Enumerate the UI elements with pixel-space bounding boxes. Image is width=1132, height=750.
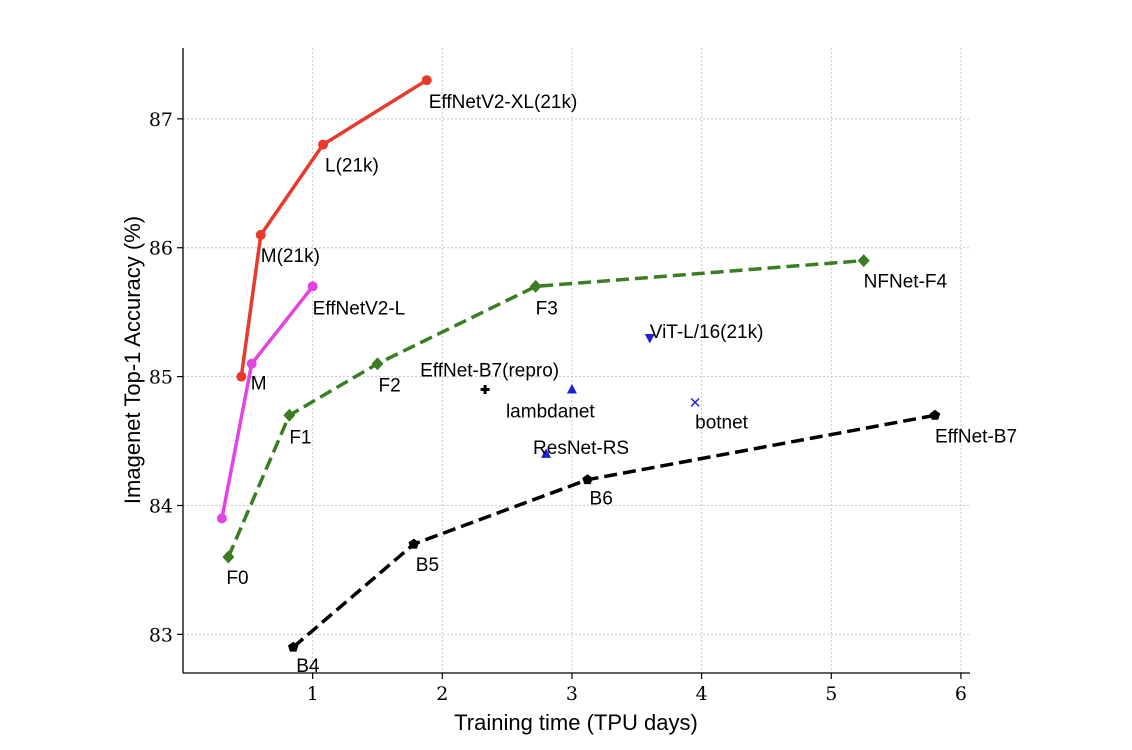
- point-label-lambdanet: lambdanet: [506, 401, 595, 422]
- data-point-botnet: [690, 397, 700, 407]
- point-label-m: M: [251, 374, 267, 395]
- point-label-effnetv2-l: EffNetV2-L: [313, 298, 406, 319]
- data-point-nfnet-f4: [371, 357, 384, 371]
- data-point-nfnet-f4: [529, 279, 542, 293]
- series-line-effnet-b7: [292, 413, 936, 649]
- data-point-effnet-b7: [582, 474, 593, 485]
- data-point-effnetv2-xl-21k: [255, 229, 266, 240]
- x-tick-label: 1: [307, 683, 319, 705]
- point-label-nfnet-f4: NFNet-F4: [864, 272, 948, 293]
- data-point-effnetv2-xl-21k: [421, 75, 432, 86]
- y-tick-label: 87: [149, 109, 173, 131]
- x-tick-label: 4: [696, 683, 708, 705]
- data-point-effnetv2-xl-21k: [236, 371, 247, 382]
- data-point-effnet-b7: [408, 538, 420, 549]
- data-point-effnetv2-l: [216, 513, 227, 524]
- point-label-l-21k: L(21k): [325, 156, 379, 177]
- point-label-f0: F0: [226, 568, 248, 589]
- point-label-b4: B4: [296, 656, 320, 677]
- standalone-points-layer: [480, 333, 700, 458]
- x-tick-label: 2: [436, 683, 448, 705]
- y-tick-label: 86: [149, 238, 173, 260]
- point-label-f1: F1: [289, 427, 311, 448]
- data-point-effnetv2-xl-21k: [318, 139, 329, 150]
- point-label-effnetv2-xl-21k: EffNetV2-XL(21k): [429, 92, 578, 113]
- x-tick-label: 5: [825, 683, 837, 705]
- data-point-resnet-rs: [541, 448, 552, 458]
- series-line-effnetv2-xl-21k: [239, 78, 428, 377]
- point-label-f3: F3: [536, 298, 558, 319]
- data-point-effnet-b7-repro: [480, 384, 490, 394]
- series-nfnet-f4: [222, 254, 870, 564]
- y-tick-label: 84: [149, 495, 173, 517]
- data-point-nfnet-f4: [222, 550, 235, 564]
- point-label-vit-l-16-21k: ViT-L/16(21k): [650, 322, 764, 343]
- point-label-botnet: botnet: [695, 412, 749, 433]
- grid-layer: [183, 48, 970, 673]
- data-point-nfnet-f4: [857, 254, 870, 268]
- y-axis-title: Imagenet Top-1 Accuracy (%): [120, 216, 145, 504]
- axes-layer: 1 2 3 4 5 6 83 84 85 86 87: [149, 48, 970, 705]
- data-point-effnetv2-l: [307, 281, 318, 292]
- series-effnetv2-xl-21k: [236, 75, 432, 382]
- data-point-nfnet-f4: [283, 408, 296, 422]
- point-label-effnet-b7-repro: EffNet-B7(repro): [420, 360, 559, 381]
- x-tick-label: 3: [566, 683, 578, 705]
- data-point-lambdanet: [566, 383, 577, 394]
- series-effnetv2-l: [216, 281, 318, 524]
- data-point-vit-l-16-21k: [644, 333, 655, 344]
- point-label-effnet-b7: EffNet-B7: [935, 426, 1017, 447]
- series-line-effnetv2-l: [220, 285, 315, 519]
- series-layer: [216, 75, 941, 652]
- point-labels-layer: M(21k) L(21k) EffNetV2-XL(21k) M EffNetV2-L F…: [226, 92, 1017, 677]
- data-point-effnet-b7: [929, 409, 941, 420]
- x-tick-label: 6: [955, 683, 967, 705]
- point-label-m-21k: M(21k): [261, 246, 320, 267]
- data-point-effnetv2-l: [246, 358, 257, 369]
- point-label-b6: B6: [590, 489, 613, 510]
- point-label-f2: F2: [378, 376, 400, 397]
- point-label-b5: B5: [416, 555, 439, 576]
- x-axis-title: Training time (TPU days): [454, 710, 698, 735]
- point-label-resnet-rs: ResNet-RS: [533, 438, 629, 459]
- data-point-effnet-b7: [287, 641, 299, 652]
- y-tick-label: 85: [149, 367, 173, 389]
- y-tick-label: 83: [149, 624, 173, 646]
- series-effnet-b7: [287, 409, 941, 652]
